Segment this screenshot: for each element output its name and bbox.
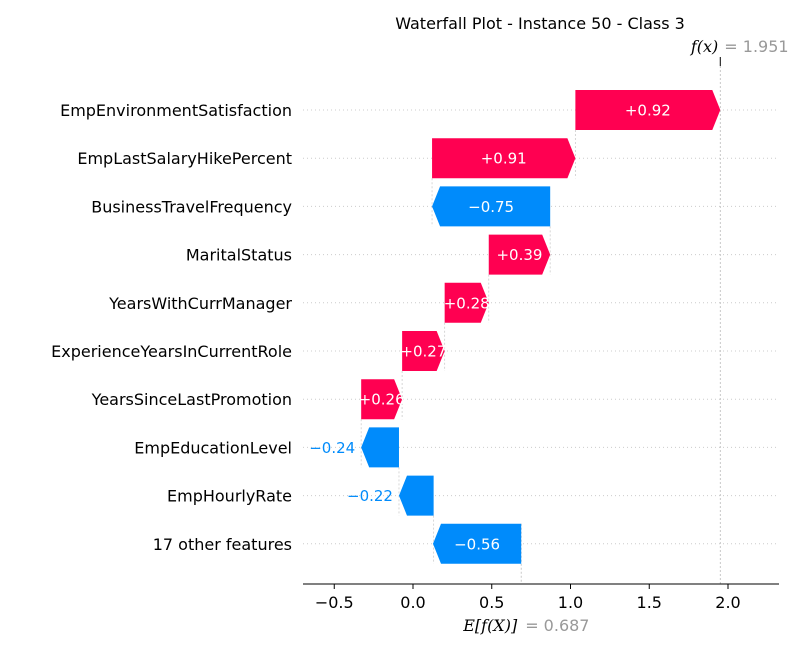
feature-label: YearsSinceLastPromotion bbox=[91, 390, 292, 409]
x-tick-label: 2.0 bbox=[715, 593, 740, 612]
chart-title: Waterfall Plot - Instance 50 - Class 3 bbox=[395, 14, 685, 33]
base-value-label: E[f(X)] bbox=[462, 616, 518, 635]
waterfall-bar bbox=[361, 427, 399, 468]
output-value-text: = 1.951 bbox=[724, 37, 788, 56]
x-tick-label: −0.5 bbox=[315, 593, 354, 612]
waterfall-bar bbox=[444, 282, 489, 323]
waterfall-bar bbox=[575, 90, 721, 130]
bar-value-label: +0.92 bbox=[625, 102, 671, 120]
feature-label: EmpEnvironmentSatisfaction bbox=[60, 101, 292, 120]
base-value-text: = 0.687 bbox=[525, 616, 589, 635]
bar-value-label: +0.39 bbox=[496, 246, 542, 264]
waterfall-bar bbox=[432, 138, 576, 179]
feature-label: EmpLastSalaryHikePercent bbox=[77, 149, 292, 168]
waterfall-bar bbox=[488, 234, 551, 275]
waterfall-bar bbox=[432, 186, 551, 227]
x-tick-label: 0.0 bbox=[400, 593, 425, 612]
bar-value-label: −0.22 bbox=[347, 487, 393, 505]
x-tick-label: 1.5 bbox=[637, 593, 662, 612]
feature-label: EmpHourlyRate bbox=[167, 487, 292, 506]
feature-label: EmpEducationLevel bbox=[134, 438, 292, 457]
base-value-annotation: E[f(X)] = 0.687 bbox=[462, 616, 589, 635]
bar-value-label: +0.28 bbox=[444, 294, 490, 312]
output-value-label: f(x) bbox=[690, 37, 718, 56]
bar-value-label: −0.56 bbox=[454, 535, 500, 553]
bar-value-label: +0.27 bbox=[400, 343, 446, 361]
feature-label: BusinessTravelFrequency bbox=[91, 197, 292, 216]
waterfall-bar bbox=[402, 331, 445, 371]
waterfall-bar bbox=[433, 523, 522, 564]
feature-label: YearsWithCurrManager bbox=[108, 294, 292, 313]
output-value-annotation: f(x) = 1.951 bbox=[690, 37, 789, 66]
bar-value-label: −0.24 bbox=[309, 439, 355, 457]
feature-label: 17 other features bbox=[153, 535, 292, 554]
bar-value-label: −0.75 bbox=[468, 198, 514, 216]
feature-label: MaritalStatus bbox=[186, 246, 292, 265]
bar-value-label: +0.91 bbox=[481, 150, 527, 168]
feature-label: ExperienceYearsInCurrentRole bbox=[51, 342, 292, 361]
bar-value-label: +0.26 bbox=[359, 391, 405, 409]
waterfall-bar bbox=[398, 475, 434, 516]
waterfall-bar bbox=[361, 379, 403, 420]
x-tick-label: 1.0 bbox=[558, 593, 583, 612]
x-tick-label: 0.5 bbox=[479, 593, 504, 612]
